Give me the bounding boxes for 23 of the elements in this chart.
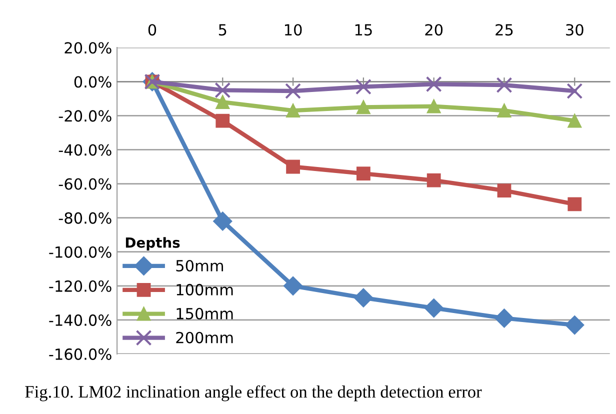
caption: Fig.10. LM02 inclination angle effect on the depth detection error (25, 385, 482, 402)
x-tick-label: 30 (566, 24, 584, 36)
x-tick-label: 0 (148, 24, 156, 36)
legend-label: 150mm (176, 308, 233, 320)
x-tick-label: 10 (285, 24, 302, 36)
y-tick-label: -40.0% (58, 144, 112, 156)
y-tick-label: -20.0% (58, 110, 112, 122)
legend-label: 200mm (176, 332, 233, 344)
y-tick-label: 20.0% (64, 42, 112, 54)
y-tick-label: -100.0% (49, 246, 112, 258)
y-tick-label: -80.0% (58, 212, 112, 224)
x-tick-label: 5 (218, 24, 226, 36)
x-tick-label: 20 (425, 24, 443, 36)
x-tick-label: 15 (355, 24, 372, 36)
y-tick-label: -140.0% (49, 314, 112, 326)
y-tick-label: -160.0% (49, 348, 112, 360)
legend-label: 50mm (176, 260, 224, 272)
x-tick-label: 25 (496, 24, 513, 36)
y-tick-label: -60.0% (58, 178, 112, 190)
legend-title: Depths (126, 237, 180, 251)
y-tick-label: 0.0% (74, 76, 112, 88)
legend-label: 100mm (176, 284, 233, 296)
y-tick-label: -120.0% (49, 280, 112, 292)
